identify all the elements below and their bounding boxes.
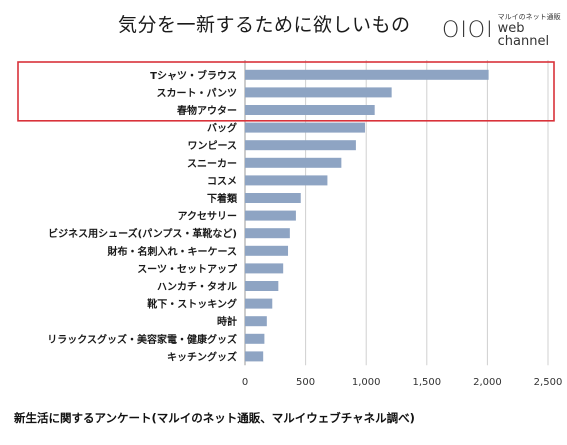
x-tick-label: 1,500 [412, 377, 441, 388]
x-tick-label: 500 [296, 377, 315, 388]
category-label: 春物アウター [177, 104, 237, 117]
brand-text: マルイのネット通販 web channel [497, 13, 567, 49]
category-label: アクセサリー [178, 211, 238, 223]
category-label: 財布・名刺入れ・キーケース [107, 245, 238, 258]
source-note: 新生活に関するアンケート(マルイのネット通販、マルイウェブチャネル調べ) [14, 411, 415, 425]
oioi-logo: OIOI [442, 18, 494, 43]
category-label: キッチングッズ [167, 350, 237, 363]
x-tick-label: 2,000 [473, 377, 502, 388]
bar [245, 69, 489, 80]
category-label: ハンカチ・タオル [157, 281, 237, 293]
bar [245, 245, 289, 256]
category-label: スカート・パンツ [157, 87, 238, 99]
category-label: スーツ・セットアップ [137, 262, 238, 275]
category-label: コスメ [207, 175, 237, 187]
bar [245, 87, 392, 98]
bar [245, 105, 375, 115]
bar [245, 263, 284, 274]
category-label: 靴下・ストッキング [147, 298, 237, 311]
bar [245, 122, 365, 133]
bar [245, 316, 267, 327]
bar [245, 351, 264, 362]
category-label: 時計 [217, 315, 237, 328]
brand-tagline: マルイのネット通販 [497, 13, 561, 21]
category-label: リラックスグッズ・美容家電・健康グッズ [47, 333, 237, 346]
bar [245, 333, 265, 344]
bar [245, 157, 342, 168]
bar [245, 228, 290, 239]
category-label: ビジネス用シューズ(パンプス・革靴など) [48, 227, 237, 240]
category-label: バッグ [207, 122, 237, 135]
category-label: スニーカー [187, 158, 237, 170]
bar [245, 193, 301, 203]
category-label: 下着類 [207, 192, 238, 205]
brand-name: web channel [497, 21, 550, 49]
brand-logo: OIOI マルイのネット通販 web channel [442, 13, 567, 49]
bar [245, 140, 356, 151]
bar [245, 210, 296, 221]
bar [245, 281, 279, 291]
x-tick-label: 2,500 [534, 377, 563, 388]
bar [245, 175, 328, 186]
category-label: Tシャツ・ブラウス [150, 69, 237, 82]
bar [245, 298, 273, 309]
category-label: ワンピース [188, 140, 238, 152]
highlight-box [17, 61, 555, 122]
x-tick-label: 0 [242, 377, 248, 388]
chart-title: 気分を一新するために欲しいもの [118, 14, 411, 36]
x-tick-label: 1,000 [352, 377, 381, 388]
